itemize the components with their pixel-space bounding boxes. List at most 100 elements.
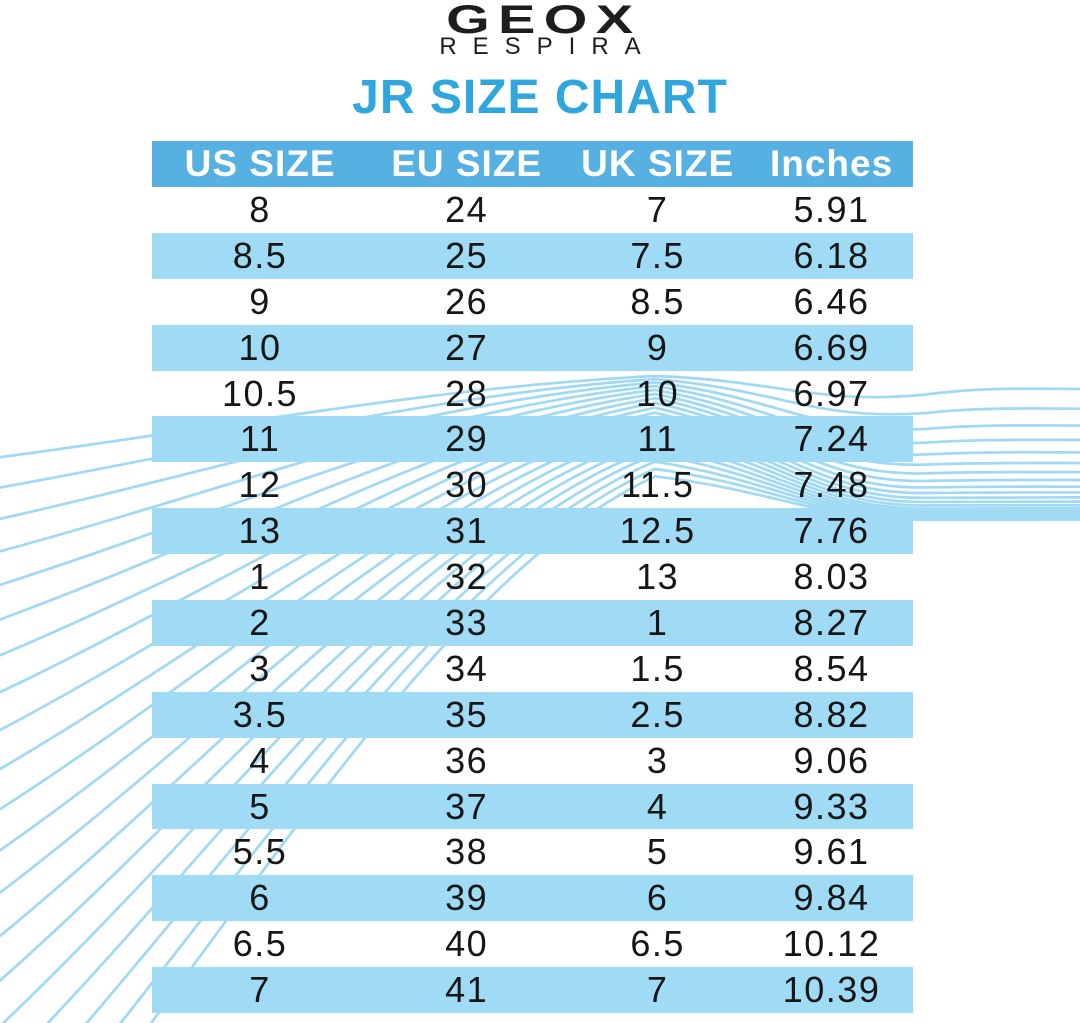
table-cell: 9.33 [793,785,870,827]
table-cell: 5.5 [232,831,288,873]
table-row: 5.5 38 5 9.61 [152,829,913,875]
table-cell: 3.5 [232,693,288,735]
table-cell: 8.27 [793,602,870,644]
table-cell: 12 [238,464,282,506]
table-row: 11 29 11 7.24 [152,416,913,463]
table-cell: 5 [249,785,271,827]
table-cell: 3 [646,739,669,781]
table-row: 2 33 1 8.27 [152,600,913,646]
table-cell: 1.5 [630,647,685,689]
table-cell: 10.39 [782,969,881,1011]
table-cell: 6.46 [793,280,870,322]
table-cell: 10 [238,326,282,368]
column-header-uk-size: UK SIZE [581,143,735,185]
table-cell: 2.5 [630,693,685,735]
table-row: 3 34 1.5 8.54 [152,646,913,692]
table-cell: 24 [445,189,489,230]
table-cell: 1 [249,556,271,598]
table-row: 10.5 28 10 6.97 [152,371,913,417]
table-cell: 11 [637,418,678,460]
table-cell: 7 [249,969,271,1011]
table-row: 8.5 25 7.5 6.18 [152,232,913,279]
table-cell: 28 [445,372,489,414]
table-cell: 9 [646,326,669,368]
table-row: 12 30 11.5 7.48 [152,462,913,508]
page-title: JR SIZE CHART [352,71,728,124]
table-cell: 9.06 [793,739,870,781]
table-cell: 36 [445,739,489,781]
table-cell: 12.5 [619,510,696,552]
column-header-inches: Inches [769,143,894,185]
brand-block: GEOX RESPIRA JR SIZE CHART [0,0,1080,124]
table-header-row: US SIZE EU SIZE UK SIZE Inches [152,141,913,187]
table-row: 8 24 7 5.91 [152,187,913,233]
table-cell: 8 [249,189,271,230]
table-body: 8 24 7 5.91 8.5 25 7.5 6.18 9 26 8.5 6.46 10 27 9 6.69 1… [152,187,913,1014]
table-cell: 13 [238,510,282,552]
table-row: 9 26 8.5 6.46 [152,279,913,325]
column-header-eu-size: EU SIZE [391,143,543,185]
table-cell: 7.48 [793,464,870,506]
table-cell: 7 [646,189,669,230]
table-cell: 6.18 [793,234,870,276]
table-row: 3.5 35 2.5 8.82 [152,691,913,738]
table-cell: 6.5 [232,923,288,965]
wave-line [0,406,1080,732]
table-cell: 3 [249,647,271,689]
table-cell: 27 [445,326,489,368]
table-row: 4 36 3 9.06 [152,738,913,784]
table-row: 6 39 6 9.84 [152,875,913,922]
table-cell: 6 [249,877,271,919]
table-cell: 11 [239,418,281,460]
table-row: 5 37 4 9.33 [152,783,913,830]
table-cell: 40 [445,923,489,965]
table-row: 6.5 40 6.5 10.12 [152,921,913,967]
table-cell: 38 [445,831,489,873]
table-cell: 29 [445,418,489,460]
table-row: 13 31 12.5 7.76 [152,508,913,555]
table-cell: 13 [636,556,680,598]
table-row: 10 27 9 6.69 [152,324,913,371]
table-cell: 10.5 [222,372,299,414]
wave-line [0,381,1080,521]
table-cell: 5.91 [793,189,870,230]
size-chart-table: US SIZE EU SIZE UK SIZE Inches 8 24 7 5.91 8.5 2… [152,141,913,1014]
wave-line [0,388,1080,587]
table-cell: 6.69 [793,326,870,368]
table-cell: 7 [646,969,669,1011]
column-header-us-size: US SIZE [184,143,336,185]
table-cell: 30 [445,464,489,506]
table-cell: 4 [646,785,669,827]
table-cell: 39 [445,877,489,919]
table-cell: 8.5 [232,234,288,276]
table-cell: 6 [646,877,669,919]
wave-line [0,401,1080,694]
table-cell: 7.5 [630,234,685,276]
wave-line [149,474,1080,1023]
table-cell: 37 [445,785,489,827]
table-cell: 2 [249,602,271,644]
table-cell: 10.12 [782,923,881,965]
table-cell: 7.76 [793,510,870,552]
table-cell: 26 [445,280,489,322]
table-cell: 6.97 [793,372,870,414]
table-cell: 35 [445,693,489,735]
table-cell: 9.84 [793,877,870,919]
table-cell: 41 [445,969,489,1011]
table-cell: 6.5 [630,923,685,965]
table-row: 1 32 13 8.03 [152,554,913,600]
table-cell: 11.5 [620,464,695,506]
table-cell: 34 [445,647,489,689]
table-cell: 4 [249,739,271,781]
table-cell: 9 [249,280,271,322]
table-cell: 25 [445,234,489,276]
table-cell: 8.54 [793,647,870,689]
table-cell: 8.5 [630,280,685,322]
table-cell: 8.03 [793,556,870,598]
table-cell: 10 [636,372,680,414]
table-row: 7 41 7 10.39 [152,967,913,1014]
table-cell: 8.82 [793,693,870,735]
table-cell: 33 [445,602,489,644]
wave-line [0,384,1080,553]
